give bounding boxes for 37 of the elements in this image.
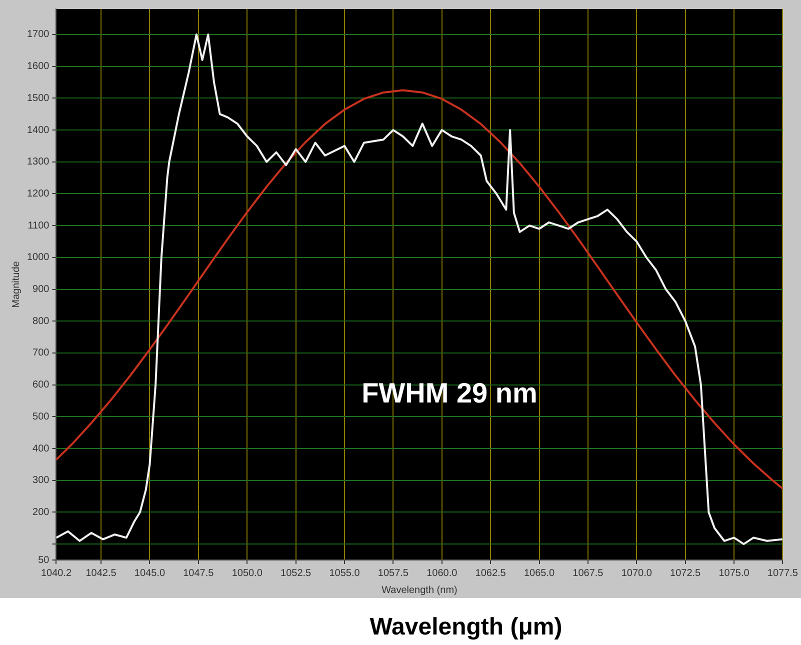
x-tick-label: 1077.5 — [767, 568, 798, 579]
y-tick-label: 50 — [38, 554, 50, 566]
x-tick-label: 1060.0 — [426, 568, 458, 579]
y-tick-label: 1100 — [28, 220, 50, 232]
x-tick-label: 1075.0 — [718, 568, 750, 579]
y-tick-label: 500 — [32, 411, 50, 422]
x-tick-label: 1062.5 — [475, 568, 506, 579]
y-tick-label: 800 — [32, 316, 50, 327]
y-tick-label: 1000 — [26, 252, 50, 264]
x-tick-label: 1070.0 — [621, 568, 652, 579]
y-tick-label: 1200 — [26, 188, 50, 200]
y-tick-label: 200 — [32, 506, 50, 518]
x-tick-label: 1042.5 — [86, 568, 117, 579]
y-tick-label: 300 — [32, 475, 50, 486]
y-tick-label: 1500 — [26, 92, 50, 104]
x-tick-label: 1067.5 — [572, 568, 604, 579]
x-tick-label: 1072.5 — [670, 568, 702, 579]
x-tick-label: 1057.5 — [378, 568, 409, 579]
y-tick-label: 1600 — [26, 61, 50, 72]
x-tick-label: 1050.0 — [232, 568, 263, 579]
y-tick-label: 600 — [32, 380, 50, 391]
x-tick-label: 1040.2 — [40, 568, 72, 579]
y-axis-title: Magnitude — [10, 260, 22, 308]
y-tick-label: 1400 — [26, 124, 50, 136]
x-axis-title: Wavelength (nm) — [382, 584, 458, 596]
text: Wavelength (μm) — [370, 614, 562, 641]
annotation: FWHM 29 nm — [362, 377, 538, 408]
y-tick-label: 1700 — [26, 29, 50, 40]
y-tick-label: 1300 — [26, 156, 50, 168]
x-tick-label: 1052.5 — [280, 568, 312, 579]
y-tick-label: 900 — [32, 284, 50, 296]
x-tick-label: 1065.0 — [524, 568, 555, 579]
x-tick-label: 1045.0 — [134, 568, 166, 579]
x-tick-label: 1047.5 — [183, 568, 214, 579]
x-tick-label: 1055.0 — [329, 568, 360, 579]
y-tick-label: 700 — [32, 348, 50, 359]
y-tick-label: 400 — [32, 443, 50, 454]
